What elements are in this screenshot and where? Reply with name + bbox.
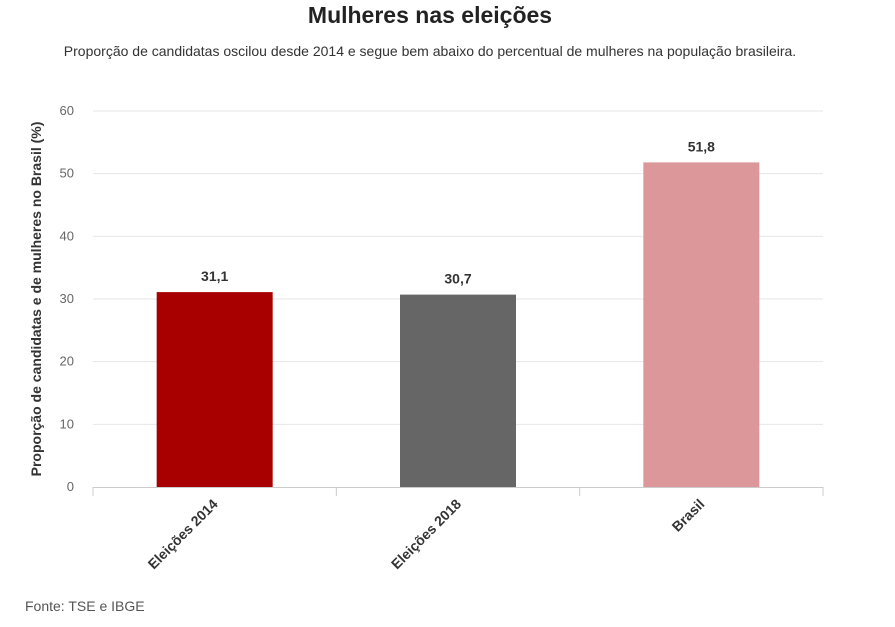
bar bbox=[156, 292, 273, 487]
data-label: 51,8 bbox=[688, 138, 715, 154]
y-axis-ticks: 0 10 20 30 40 50 60 bbox=[60, 103, 74, 494]
chart-subtitle: Proporção de candidatas oscilou desde 20… bbox=[63, 43, 797, 59]
category-labels: Eleições 2014 Eleições 2018 Brasil bbox=[145, 496, 708, 572]
y-tick-label: 0 bbox=[67, 479, 74, 494]
y-tick-label: 40 bbox=[60, 228, 74, 243]
y-tick-label: 60 bbox=[60, 103, 74, 118]
data-label: 30,7 bbox=[444, 271, 471, 287]
chart-title: Mulheres nas eleições bbox=[307, 2, 553, 28]
source-note: Fonte: TSE e IBGE bbox=[25, 598, 145, 614]
category-label: Eleições 2018 bbox=[388, 496, 464, 572]
bar bbox=[400, 294, 516, 487]
data-labels: 31,1 30,7 51,8 bbox=[201, 138, 715, 286]
y-axis-label: Proporção de candidatas e de mulheres no… bbox=[28, 122, 44, 477]
x-axis bbox=[92, 487, 824, 496]
category-label: Eleições 2014 bbox=[145, 496, 221, 572]
category-label: Brasil bbox=[669, 496, 708, 535]
y-tick-label: 50 bbox=[60, 166, 74, 181]
bars bbox=[156, 162, 760, 488]
bar bbox=[643, 162, 760, 488]
data-label: 31,1 bbox=[201, 268, 228, 284]
y-tick-label: 20 bbox=[60, 354, 74, 369]
y-tick-label: 30 bbox=[60, 291, 74, 306]
y-tick-label: 10 bbox=[60, 416, 74, 431]
